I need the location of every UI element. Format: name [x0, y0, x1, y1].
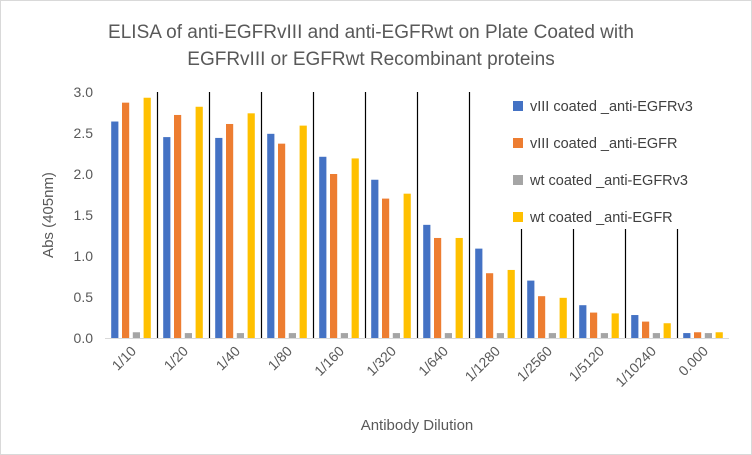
bar — [330, 174, 338, 338]
legend: vIII coated _anti-EGFRv3 vIII coated _ant… — [501, 89, 713, 229]
y-tick-label: 2.0 — [74, 166, 94, 182]
legend-label: vIII coated _anti-EGFR — [530, 136, 677, 152]
bar — [215, 137, 223, 338]
bar — [247, 113, 255, 338]
y-axis-tick-labels: 0.0 0.5 1.0 1.5 2.0 2.5 3.0 — [74, 84, 94, 346]
bar — [236, 333, 244, 338]
bar — [475, 248, 483, 338]
bar — [226, 123, 234, 338]
bar — [455, 237, 463, 338]
bar — [195, 106, 203, 338]
bar — [163, 137, 171, 338]
legend-label: wt coated _anti-EGFR — [529, 210, 673, 226]
bar — [174, 114, 182, 339]
legend-label: vIII coated _anti-EGFRv3 — [530, 99, 693, 115]
x-tick-label: 1/40 — [213, 343, 244, 374]
bar — [631, 315, 639, 338]
chart-title: ELISA of anti-EGFRvIII and anti-EGFRwt o… — [41, 19, 701, 73]
y-tick-label: 1.0 — [74, 248, 94, 264]
x-tick-label: 1/20 — [161, 343, 192, 374]
legend-swatch — [513, 138, 523, 148]
legend-label: wt coated _anti-EGFRv3 — [529, 173, 688, 189]
bar — [538, 296, 546, 338]
y-tick-label: 0.0 — [74, 330, 94, 346]
y-tick-label: 3.0 — [74, 84, 94, 100]
bar — [434, 237, 442, 338]
bar — [319, 156, 327, 338]
x-tick-label: 1/80 — [265, 343, 296, 374]
bar — [663, 323, 671, 338]
bar — [444, 333, 452, 338]
bar — [486, 273, 494, 338]
legend-swatch — [513, 175, 523, 185]
bar — [278, 143, 286, 338]
bar — [611, 313, 619, 338]
legend-swatch — [513, 212, 523, 222]
legend-swatch — [513, 101, 523, 111]
bar — [423, 224, 431, 338]
bar — [496, 333, 504, 338]
chart-title-line-1: ELISA of anti-EGFRvIII and anti-EGFRwt o… — [108, 22, 634, 43]
bar — [694, 332, 702, 338]
bar — [382, 198, 390, 338]
bar — [122, 102, 130, 338]
x-tick-label: 0.000 — [675, 343, 711, 379]
bar — [267, 133, 275, 338]
bar — [683, 333, 691, 338]
bar — [715, 332, 723, 338]
bar — [507, 269, 515, 338]
bar — [590, 312, 598, 338]
bar — [652, 333, 660, 338]
bar — [340, 333, 348, 338]
bar — [527, 280, 535, 338]
bar — [403, 193, 411, 338]
bar — [392, 333, 400, 338]
bar — [579, 305, 587, 338]
bars — [111, 97, 723, 339]
bar — [299, 125, 307, 339]
bar — [600, 333, 608, 338]
x-tick-label: 1/1280 — [462, 343, 504, 385]
x-tick-label: 1/640 — [415, 343, 451, 379]
bar — [184, 333, 192, 338]
chart-title-line-2: EGFRvIII or EGFRwt Recombinant proteins — [187, 49, 555, 70]
x-tick-label: 1/5120 — [566, 343, 608, 385]
x-tick-label: 1/160 — [311, 343, 347, 379]
x-axis-tick-labels: 1/10 1/20 1/40 1/80 1/160 1/320 1/640 1/1280 1/2… — [109, 343, 712, 390]
bar — [559, 297, 567, 338]
y-tick-label: 1.5 — [74, 207, 94, 223]
bar — [371, 179, 379, 338]
bar — [642, 321, 650, 338]
x-axis-title: Antibody Dilution — [361, 417, 474, 434]
x-tick-label: 1/10 — [109, 343, 140, 374]
y-tick-label: 2.5 — [74, 125, 94, 141]
bar — [111, 121, 119, 339]
bar — [143, 97, 151, 339]
x-tick-label: 1/2560 — [514, 343, 556, 385]
x-tick-label: 1/320 — [363, 343, 399, 379]
legend-background — [501, 89, 713, 229]
bar — [132, 332, 140, 338]
bar — [548, 333, 556, 338]
y-tick-label: 0.5 — [74, 289, 94, 305]
bar — [704, 333, 712, 338]
x-tick-label: 1/10240 — [612, 343, 659, 390]
y-axis-title: Abs (405nm) — [40, 172, 57, 258]
bar — [351, 158, 359, 338]
bar — [288, 333, 296, 338]
